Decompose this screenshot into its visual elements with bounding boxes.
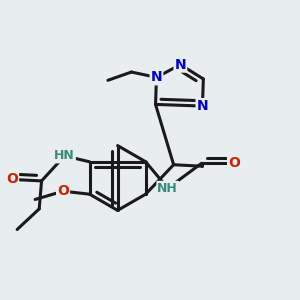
Text: N: N bbox=[196, 99, 208, 113]
Text: O: O bbox=[6, 172, 18, 186]
Text: NH: NH bbox=[158, 182, 178, 195]
Text: N: N bbox=[175, 58, 186, 72]
Text: N: N bbox=[151, 70, 162, 84]
Text: O: O bbox=[228, 156, 240, 170]
Text: O: O bbox=[57, 184, 69, 198]
Text: HN: HN bbox=[54, 149, 75, 162]
